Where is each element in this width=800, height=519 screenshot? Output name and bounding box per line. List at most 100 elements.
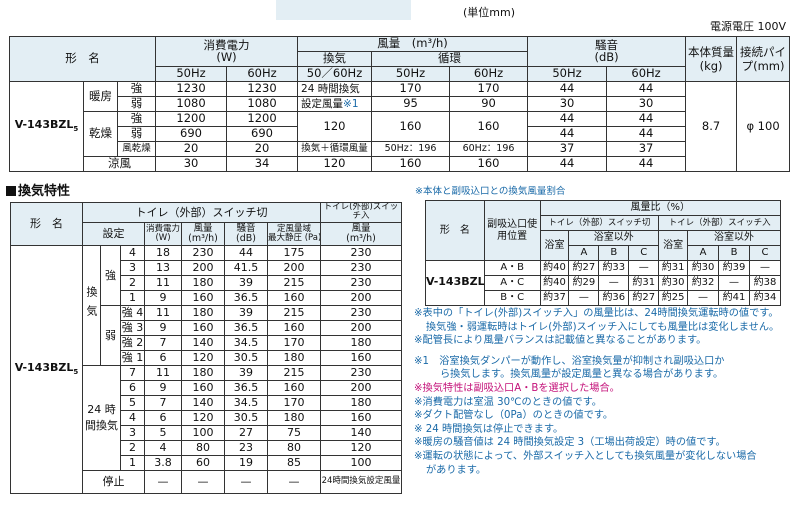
- cell: 1200: [226, 111, 299, 127]
- cell: 44: [527, 156, 608, 172]
- level-label: 強: [116, 81, 157, 97]
- hz-label: 50Hz: [371, 66, 451, 82]
- cell: 60: [181, 454, 225, 471]
- cell: 約33: [598, 260, 630, 276]
- cell: 27: [224, 424, 268, 441]
- spec-pipe-value: φ 100: [736, 81, 791, 172]
- note-highlight: ※換気特性は副吸込口A・Bを選択した場合。: [414, 382, 620, 394]
- cell: 690: [226, 126, 299, 142]
- cell: 18: [144, 244, 182, 261]
- header-band: [276, 0, 411, 20]
- cell: 30: [155, 156, 228, 172]
- cell: 約27: [568, 260, 600, 276]
- cell: 120: [181, 409, 225, 426]
- mode-dry: 乾燥: [83, 111, 118, 157]
- cell: 160: [449, 111, 529, 142]
- cell: 1080: [226, 96, 299, 112]
- cell: 5: [144, 424, 182, 441]
- position-label: A・C: [483, 275, 541, 291]
- cell: 120: [320, 439, 402, 456]
- cell: 約36: [598, 290, 630, 306]
- position-label: A・B: [483, 260, 541, 276]
- cell: 44: [606, 111, 687, 127]
- cell: 約30: [658, 275, 689, 291]
- cell: 180: [181, 304, 225, 321]
- cell: 160: [181, 289, 225, 306]
- note: ※暖房の騒音値は 24 時間換気設定 3（工場出荷設定）時の値です。: [414, 437, 726, 449]
- cell: 4: [144, 439, 182, 456]
- cell: 約31: [628, 275, 660, 291]
- cell: 34: [226, 156, 299, 172]
- group-strong: 強: [100, 244, 121, 306]
- cell: 20: [226, 141, 299, 157]
- cell: 9: [144, 289, 182, 306]
- cell: 160: [371, 111, 451, 142]
- setting-label: 2: [120, 274, 145, 291]
- cell: 200: [320, 319, 402, 336]
- setting-label: 3: [120, 259, 145, 276]
- cell: 6: [144, 349, 182, 366]
- cell: 11: [144, 364, 182, 381]
- note: ら換気します。換気風量が設定風量と異なる場合があります。: [440, 369, 724, 381]
- spec-header-pipe: 接続パイプ(mm): [736, 36, 791, 82]
- voltage-label: 電源電圧 100V: [709, 20, 786, 33]
- cell: 36.5: [224, 289, 268, 306]
- cell: 約34: [748, 290, 782, 306]
- ratio-header-b: B: [718, 245, 750, 261]
- cell: 50Hz：196: [371, 141, 451, 157]
- vent-header-noise: 騒音 (dB): [224, 221, 268, 246]
- ratio-header-on: トイレ（外部）スイッチ入: [658, 215, 781, 231]
- setting-label: 7: [120, 364, 145, 381]
- vent-header-air2: 風量 (m³/h): [320, 221, 402, 246]
- cell: 34.5: [224, 334, 268, 351]
- spec-header-airflow: 風量 (m³/h): [297, 36, 529, 52]
- setting-label: 3: [120, 424, 145, 441]
- cell: 160: [181, 319, 225, 336]
- cell: 20: [155, 141, 228, 157]
- cell: —: [224, 469, 268, 494]
- hz-label: 60Hz: [226, 66, 299, 82]
- cell: 39: [224, 274, 268, 291]
- cell: 170: [267, 394, 321, 411]
- cell: 200: [267, 259, 321, 276]
- ratio-header-b: B: [598, 245, 630, 261]
- hz-label: 50Hz: [155, 66, 228, 82]
- setting-label: 5: [120, 394, 145, 411]
- level-label: 弱: [116, 96, 157, 112]
- ratio-header-bath: 浴室: [539, 230, 570, 261]
- cell: 37: [527, 141, 608, 157]
- cell: 約31: [658, 260, 689, 276]
- ratio-header-ratio: 風量比（%）: [539, 200, 782, 216]
- cell: —: [718, 275, 750, 291]
- cell: 24 時間換気: [297, 81, 373, 97]
- cell: 80: [181, 439, 225, 456]
- spec-header-power: 消費電力 (W): [155, 36, 299, 67]
- cell: 230: [181, 244, 225, 261]
- ratio-header-other: 浴室以外: [687, 230, 781, 246]
- cell: 200: [320, 289, 402, 306]
- vent-header-model: 形 名: [10, 202, 83, 246]
- cell: 140: [320, 424, 402, 441]
- cell: 160: [371, 156, 451, 172]
- ratio-header-a: A: [687, 245, 720, 261]
- cell: 75: [267, 424, 321, 441]
- cell: 39: [224, 304, 268, 321]
- setting-label: 6: [120, 379, 145, 396]
- cell: 100: [181, 424, 225, 441]
- vent-header-pressure: 定風量域 最大静圧 (Pa): [267, 221, 321, 246]
- cell: 120: [181, 349, 225, 366]
- cell: 120: [297, 111, 373, 142]
- cell: 160: [267, 379, 321, 396]
- cell: 160: [267, 289, 321, 306]
- cell: —: [144, 469, 182, 494]
- cell: 44: [527, 126, 608, 142]
- setting-label: 強 4: [120, 304, 145, 321]
- cell: 34.5: [224, 394, 268, 411]
- cell: 37: [606, 141, 687, 157]
- square-bullet-icon: [6, 186, 16, 196]
- level-label: 弱: [116, 126, 157, 142]
- cell: 30.5: [224, 409, 268, 426]
- cell: —: [598, 275, 630, 291]
- ratio-header-off: トイレ（外部）スイッチ切: [539, 215, 660, 231]
- ratio-model-name: V-143BZL5: [425, 260, 485, 306]
